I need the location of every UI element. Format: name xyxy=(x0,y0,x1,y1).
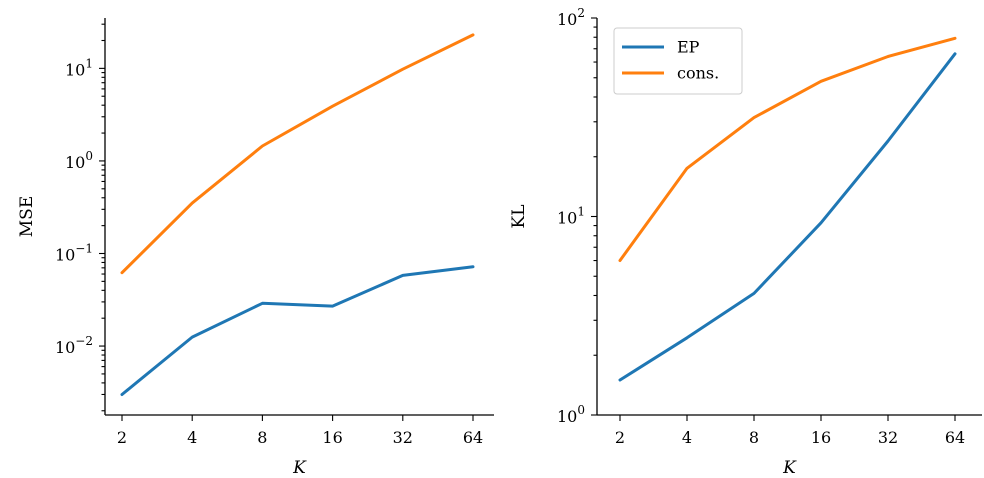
y-tick-label: 101 xyxy=(65,56,93,79)
x-tick-label: 4 xyxy=(187,428,197,447)
x-axis-label: K xyxy=(292,458,307,478)
x-tick-label: 16 xyxy=(322,428,342,447)
y-tick-label: 101 xyxy=(557,205,585,228)
legend-label: EP xyxy=(677,38,700,57)
series-line-cons xyxy=(618,36,957,262)
x-tick-label: 2 xyxy=(615,428,625,447)
legend: EP cons. xyxy=(613,27,743,95)
x-tick-label: 4 xyxy=(682,428,692,447)
y-axis-label: MSE xyxy=(17,196,37,237)
x-tick-label: 32 xyxy=(878,428,898,447)
y-tick-label: 10−2 xyxy=(55,334,93,357)
x-tick-label: 64 xyxy=(945,428,965,447)
x-tick-label: 64 xyxy=(463,428,483,447)
y-axis-label: KL xyxy=(509,205,529,229)
y-tick-label: 102 xyxy=(557,6,585,29)
x-tick-label: 8 xyxy=(257,428,267,447)
x-tick-label: 2 xyxy=(117,428,127,447)
x-tick-label: 8 xyxy=(749,428,759,447)
legend-label: cons. xyxy=(677,64,719,83)
series-line-cons xyxy=(120,33,475,275)
legend-box xyxy=(613,27,743,95)
x-axis-label: K xyxy=(782,458,797,478)
x-tick-label: 32 xyxy=(393,428,413,447)
y-tick-label: 10−1 xyxy=(55,241,93,264)
series-line-ep xyxy=(618,52,957,382)
y-tick-label: 100 xyxy=(65,149,93,172)
chart-panel-1: 2 4 8 16 32 64 10−2 10−1 100 101 K MSE xyxy=(17,18,494,478)
x-tick-label: 16 xyxy=(811,428,831,447)
y-tick-label: 100 xyxy=(557,403,585,426)
chart-panel-2: 2 4 8 16 32 64 100 101 102 K KL EP cons. xyxy=(509,6,982,478)
series-line-ep xyxy=(120,265,475,396)
